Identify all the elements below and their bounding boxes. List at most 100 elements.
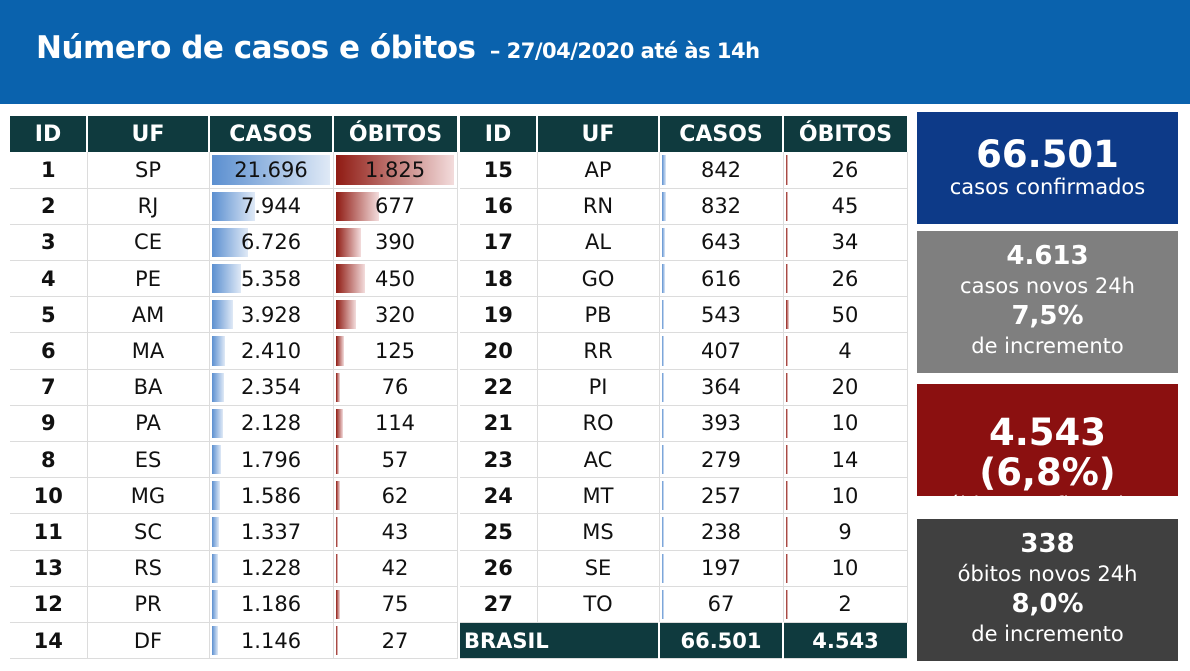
cell-uf: GO xyxy=(537,260,660,298)
cell-casos: 1.146 xyxy=(209,622,334,660)
table-row: 18 GO 616 26 xyxy=(460,260,908,298)
table-row: 1 SP 21.696 1.825 xyxy=(10,152,458,189)
cell-id: 2 xyxy=(10,188,88,225)
cell-uf: AP xyxy=(537,152,660,189)
cell-uf: PB xyxy=(537,296,660,334)
cell-obitos: 390 xyxy=(333,224,458,262)
cell-uf: AL xyxy=(537,224,660,262)
casos-bar xyxy=(211,517,219,547)
card-novos-label: casos novos 24h xyxy=(960,274,1135,298)
cell-id: 5 xyxy=(10,296,88,334)
obitos-bar xyxy=(335,155,454,185)
casos-value: 407 xyxy=(700,339,742,364)
obitos-value: 26 xyxy=(831,266,859,291)
card-obitos-novos-pct: 8,0% xyxy=(1011,589,1084,619)
obitos-value: 390 xyxy=(374,230,416,255)
table-row: 12 PR 1.186 75 xyxy=(10,586,458,623)
column-header-uf: UF xyxy=(537,116,660,152)
cell-obitos: 43 xyxy=(333,513,458,551)
card-casos-novos: 4.613 casos novos 24h 7,5% de incremento xyxy=(917,231,1178,373)
table-row: 11 SC 1.337 43 xyxy=(10,513,458,551)
cell-uf: AM xyxy=(87,296,210,334)
casos-bar xyxy=(661,155,667,185)
title-date: – 27/04/2020 até às 14h xyxy=(489,39,760,63)
cell-casos: 1.586 xyxy=(209,477,334,515)
cell-uf: RR xyxy=(537,332,660,370)
cell-uf: SE xyxy=(537,550,660,587)
cell-uf: RS xyxy=(87,550,210,587)
card-novos-pct-label: de incremento xyxy=(971,334,1124,358)
cell-id: 3 xyxy=(10,224,88,262)
cell-uf: BA xyxy=(87,369,210,406)
obitos-value: 45 xyxy=(831,194,859,219)
cell-obitos: 26 xyxy=(783,260,908,298)
casos-value: 1.186 xyxy=(240,592,302,617)
obitos-value: 10 xyxy=(831,411,859,436)
obitos-value: 62 xyxy=(381,483,409,508)
cell-obitos: 1.825 xyxy=(333,152,458,189)
table-row: 15 AP 842 26 xyxy=(460,152,908,189)
cell-casos: 832 xyxy=(659,188,784,225)
casos-bar xyxy=(661,191,667,221)
obitos-value: 43 xyxy=(381,519,409,544)
cell-obitos: 45 xyxy=(783,188,908,225)
casos-bar xyxy=(661,445,664,475)
obitos-bar xyxy=(335,517,339,547)
cell-casos: 842 xyxy=(659,152,784,189)
cell-casos: 364 xyxy=(659,369,784,406)
cell-obitos: 125 xyxy=(333,332,458,370)
card-obitos-novos-label: óbitos novos 24h xyxy=(957,562,1138,586)
obitos-value: 50 xyxy=(831,302,859,327)
cell-obitos: 76 xyxy=(333,369,458,406)
states-table-right: ID UF CASOS ÓBITOS 15 AP 842 26 16 RN 832 45 17 A… xyxy=(460,116,908,660)
cell-id: 15 xyxy=(460,152,538,189)
obitos-bar xyxy=(335,553,339,583)
cell-id: 11 xyxy=(10,513,88,551)
cell-obitos: 20 xyxy=(783,369,908,406)
table-row: 16 RN 832 45 xyxy=(460,188,908,225)
cell-casos: 2.354 xyxy=(209,369,334,406)
casos-value: 643 xyxy=(700,230,742,255)
card-obitos-novos-value: 338 xyxy=(1020,529,1075,559)
cell-obitos: 450 xyxy=(333,260,458,298)
cell-uf: RO xyxy=(537,405,660,443)
casos-value: 6.726 xyxy=(240,230,302,255)
cell-obitos: 26 xyxy=(783,152,908,189)
table-row: 14 DF 1.146 27 xyxy=(10,622,458,660)
obitos-bar xyxy=(785,155,788,185)
total-label: BRASIL xyxy=(460,622,660,660)
cell-obitos: 10 xyxy=(783,477,908,515)
cell-id: 9 xyxy=(10,405,88,443)
cell-id: 4 xyxy=(10,260,88,298)
card-obitos-label: óbitos confirmados xyxy=(947,493,1148,517)
obitos-bar xyxy=(335,481,340,511)
cell-id: 22 xyxy=(460,369,538,406)
obitos-bar xyxy=(335,445,340,475)
header-banner: Número de casos e óbitos – 27/04/2020 at… xyxy=(0,0,1190,104)
cell-id: 27 xyxy=(460,586,538,623)
obitos-bar xyxy=(785,408,788,438)
obitos-bar xyxy=(785,517,788,547)
cell-obitos: 9 xyxy=(783,513,908,551)
cell-id: 23 xyxy=(460,441,538,479)
total-row: BRASIL 66.501 4.543 xyxy=(460,622,907,660)
casos-bar xyxy=(211,227,249,258)
obitos-value: 2 xyxy=(838,592,852,617)
casos-bar xyxy=(661,372,664,402)
cell-id: 6 xyxy=(10,332,88,370)
card-casos-label: casos confirmados xyxy=(949,175,1146,199)
obitos-value: 34 xyxy=(831,230,859,255)
cell-casos: 3.928 xyxy=(209,296,334,334)
casos-bar xyxy=(661,589,664,619)
casos-value: 1.337 xyxy=(240,519,302,544)
obitos-bar xyxy=(335,191,380,221)
column-header-casos: CASOS xyxy=(659,116,784,152)
cell-casos: 2.128 xyxy=(209,405,334,443)
obitos-value: 75 xyxy=(381,592,409,617)
table-row: 8 ES 1.796 57 xyxy=(10,441,458,479)
card-obitos-value: 4.543 (6,8%) xyxy=(979,411,1116,494)
table-row: 25 MS 238 9 xyxy=(460,513,908,551)
cell-id: 18 xyxy=(460,260,538,298)
casos-bar xyxy=(661,336,664,366)
obitos-bar xyxy=(335,625,338,656)
